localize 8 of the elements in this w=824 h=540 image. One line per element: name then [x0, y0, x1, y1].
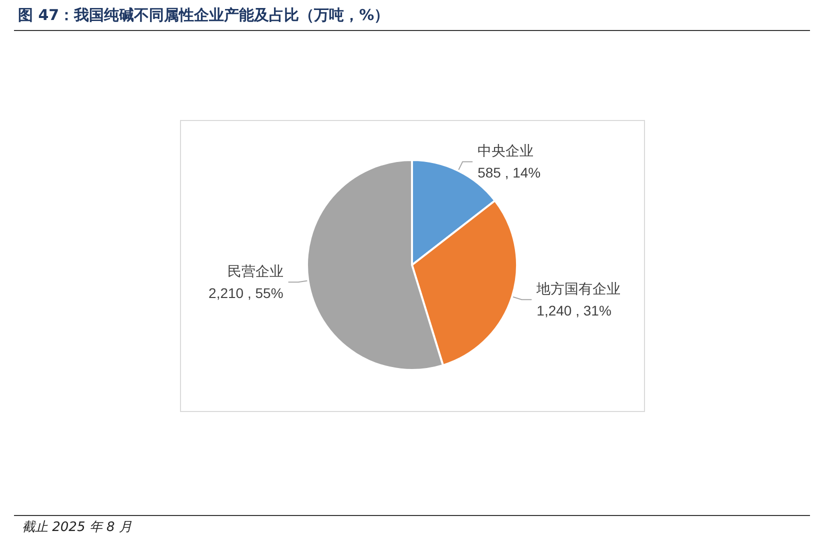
data-label: 1,240 , 31% — [536, 302, 612, 319]
data-label: 585 , 14% — [478, 164, 541, 181]
slice-label: 中央企业 — [478, 142, 534, 159]
slice-label: 地方国有企业 — [536, 280, 621, 297]
data-label: 2,210 , 55% — [208, 285, 284, 302]
slice-label: 民营企业 — [227, 263, 284, 280]
chart-title: 图 47：我国纯碱不同属性企业产能及占比（万吨，%） — [18, 6, 390, 25]
text: 截止 2025 年 8 月 — [22, 519, 132, 536]
